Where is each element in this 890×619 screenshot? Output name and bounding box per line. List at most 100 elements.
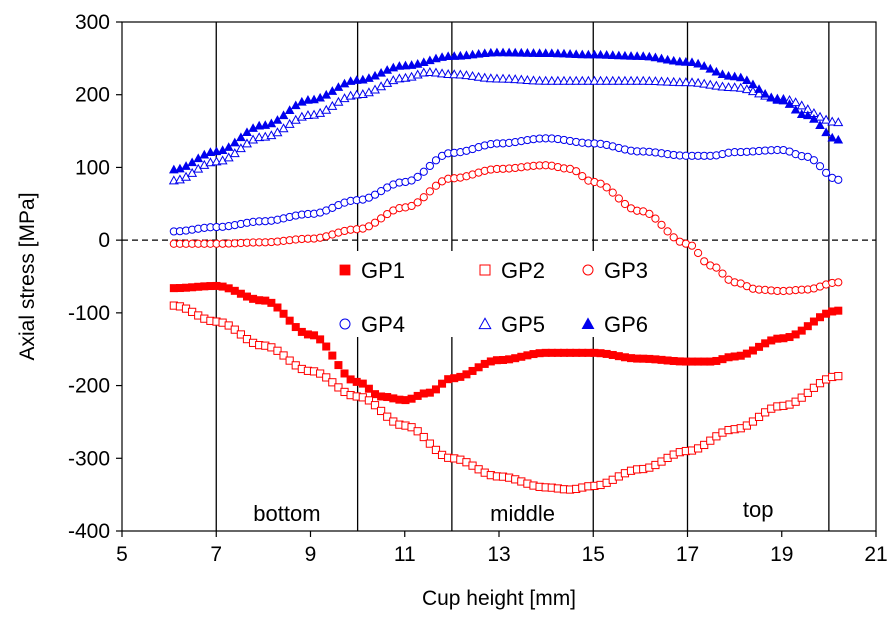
data-point [815,162,825,171]
data-point [322,373,331,382]
data-point [578,172,587,181]
data-point [693,58,703,68]
data-point [656,76,667,86]
data-point [223,142,234,151]
data-point [407,176,416,185]
legend-label: GP6 [604,312,648,337]
data-point [662,54,673,64]
data-point [302,110,313,120]
data-point [608,188,617,197]
x-axis-label: Cup height [mm] [422,587,576,610]
data-point [254,120,265,130]
data-point [334,361,343,370]
series-GP6 [169,47,844,174]
data-point [370,401,380,410]
data-point [199,149,210,159]
data-point [735,82,746,92]
data-point [766,92,777,102]
data-point [827,116,838,126]
data-point [364,396,374,405]
data-point [626,51,636,60]
data-point [607,75,618,85]
data-point [377,214,386,223]
data-point [668,55,679,65]
data-point [498,73,509,83]
y-tick-label: 300 [75,11,110,34]
data-point [424,67,435,77]
data-point [834,372,843,381]
data-point [400,60,411,70]
data-point [700,440,709,450]
data-point [322,342,331,351]
legend-label: GP2 [501,258,545,283]
data-point [784,99,795,108]
data-point [310,331,319,340]
data-point [729,82,740,92]
data-point [717,69,728,78]
data-point [334,383,343,392]
data-point [553,48,563,58]
x-tick-label: 15 [582,543,605,566]
data-point [267,298,276,307]
data-point [601,50,612,59]
data-point [285,316,294,325]
data-point [815,111,826,121]
data-point [796,109,807,118]
y-tick-label: 100 [75,156,110,179]
data-point [425,187,434,196]
data-point [803,322,812,331]
data-point [492,47,502,57]
data-point [351,75,362,84]
data-point [229,148,240,158]
data-point [498,47,508,57]
data-point [431,445,441,455]
data-point [443,51,453,61]
data-point [620,50,630,60]
data-point [455,69,466,79]
data-point [589,49,600,59]
data-point [540,48,551,57]
y-tick-label: 200 [75,84,110,107]
data-point [522,74,533,84]
data-point [809,156,819,165]
data-point [425,439,434,448]
data-point [279,351,288,360]
data-point [230,325,239,334]
data-point [479,48,490,58]
data-point [650,52,661,62]
series-GP4 [169,134,843,236]
data-point [754,84,764,93]
data-point [711,80,722,90]
data-point [528,48,539,57]
region-label-top: top [743,497,774,522]
data-point [413,172,422,181]
data-point [236,330,245,339]
data-point [175,163,185,173]
data-point [370,190,380,199]
data-point [522,48,533,57]
data-point [803,152,812,161]
data-point [601,75,612,85]
data-point [364,384,373,393]
data-point [583,75,594,85]
data-point [583,49,594,59]
data-point [803,388,812,397]
data-point [485,73,496,83]
legend-label: GP4 [361,312,405,337]
data-point [284,105,295,114]
data-point [394,73,405,83]
legend-item-GP2: GP2 [479,258,545,283]
data-point [340,369,349,378]
data-point [534,75,545,85]
data-point [809,317,818,326]
y-tick-label: 0 [98,229,110,252]
data-point [613,75,624,85]
data-point [809,114,819,123]
data-point [821,127,831,137]
data-point [712,263,721,272]
region-labels: bottom middle top [253,497,773,526]
x-tick-label: 17 [676,543,699,566]
data-point [581,317,595,330]
data-point [797,326,806,335]
data-point [571,49,581,59]
